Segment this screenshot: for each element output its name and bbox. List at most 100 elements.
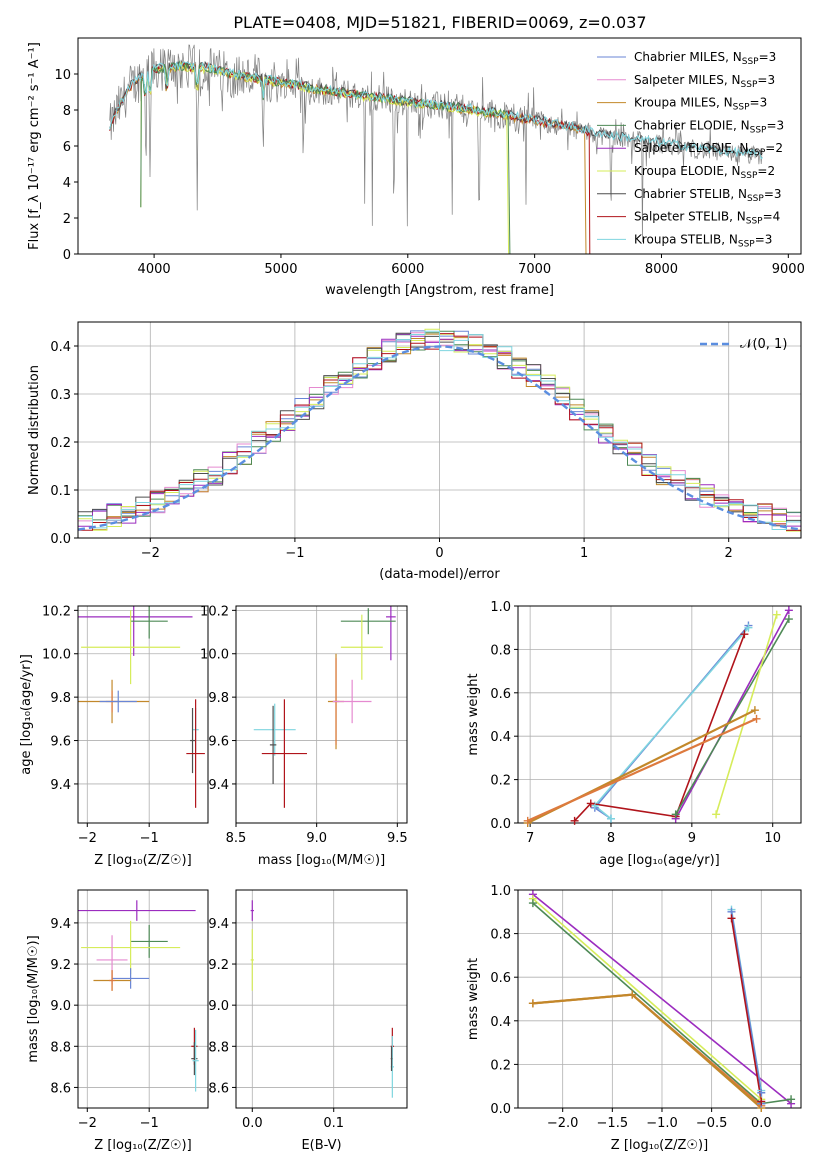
mass-vs-EBV-plot: [250, 900, 394, 1098]
x-tick-label: −1: [140, 1116, 159, 1131]
y-tick-label: 0.3: [50, 388, 71, 403]
x-tick-label: −1: [140, 831, 159, 846]
y-tick-label: 9.0: [208, 999, 229, 1014]
y-axis-label: Normed distribution: [27, 365, 42, 495]
x-tick-label: 5000: [264, 262, 297, 277]
x-tick-label: 8: [607, 831, 615, 846]
legend-subscript: SSP: [747, 194, 764, 204]
y-tick-label: 9.4: [208, 917, 229, 932]
legend-subscript: SSP: [742, 57, 759, 67]
model-kroupa-stelib: [109, 61, 764, 160]
legend-label: Kroupa STELIB, NSSP=3: [634, 232, 772, 249]
age-vs-Z-plot: [78, 606, 205, 808]
legend-label: Salpeter STELIB, NSSP=4: [634, 210, 780, 227]
y-tick-label: 0.4: [490, 1015, 511, 1030]
axes-frame: [235, 889, 408, 1109]
y-tick-label: 9.8: [208, 691, 229, 706]
histogram-kroupa-stelib: [78, 330, 801, 530]
data-point: [757, 1088, 766, 1097]
series-orange: [527, 717, 757, 822]
x-tick-label: 4000: [138, 262, 171, 277]
axes-frame: [517, 889, 802, 1109]
data-point: [570, 816, 579, 825]
axes-frame: [517, 605, 802, 824]
x-tick-label: 0.0: [751, 1116, 772, 1131]
legend-subscript: SSP: [746, 217, 763, 227]
data-point: [727, 914, 736, 923]
data-point: [740, 630, 749, 639]
x-tick-label: 0.0: [242, 1116, 263, 1131]
legend-subscript: SSP: [750, 125, 767, 135]
y-tick-label: 9.4: [50, 778, 71, 793]
y-tick-label: 0.1: [50, 484, 71, 499]
legend-label: Chabrier STELIB, NSSP=3: [634, 187, 782, 204]
axes-frame: [77, 605, 209, 824]
legend-subscript: SSP: [733, 103, 750, 113]
y-tick-label: 9.4: [50, 917, 71, 932]
data-point: [784, 606, 793, 615]
x-tick-label: −2: [141, 546, 160, 561]
x-tick-label: −0.5: [696, 1116, 728, 1131]
weight-vs-age-axes: 7 8 9 10 0.0 0.2 0.4 0.6 0.8 1.0 age [log₁₀(age/yr…: [466, 600, 802, 868]
series-salpeter-stelib: [574, 633, 746, 822]
x-tick-label: 10: [764, 831, 781, 846]
y-tick-label: 8.6: [208, 1081, 229, 1096]
legend-count: =3: [764, 187, 782, 201]
mass-vs-EBV-axes: 0.0 0.1 8.6 8.8 9.0 9.2 9.4 E(B-V): [208, 889, 408, 1153]
age-vs-mass-plot: [253, 606, 396, 808]
x-tick-label: −2: [78, 831, 97, 846]
data-point: [772, 610, 781, 619]
data-point: [744, 623, 753, 632]
data-point: [590, 801, 599, 810]
x-axis-label: mass [log₁₀(M/M☉)]: [258, 853, 385, 868]
legend-label: 𝒩(0, 1): [740, 337, 787, 352]
age-vs-mass-axes: 8.5 9.0 9.5 9.4 9.6 9.8 10.0 10.2 mass [log₁₀(M/…: [200, 604, 408, 868]
model-chabrier-elodie: [140, 60, 511, 254]
data-point: [671, 810, 680, 819]
y-tick-label: 9.8: [50, 691, 71, 706]
y-tick-label: 1.0: [490, 884, 511, 899]
x-axis-label: (data-model)/error: [379, 567, 500, 582]
y-tick-label: 10.2: [200, 604, 229, 619]
data-point: [628, 990, 637, 999]
x-axis-label: Z [log₁₀(Z/Z☉)]: [611, 1138, 708, 1153]
x-axis-label: Z [log₁₀(Z/Z☉)]: [94, 1138, 191, 1153]
legend-count: =3: [757, 73, 775, 87]
weight-vs-age-plot: [527, 609, 790, 823]
y-axis-label: mass weight: [466, 673, 481, 755]
x-tick-label: 7000: [518, 262, 551, 277]
x-tick-label: 1: [580, 546, 588, 561]
y-tick-label: 2: [63, 212, 71, 227]
x-tick-label: 7: [526, 831, 534, 846]
x-tick-label: −2.0: [547, 1116, 579, 1131]
axes-frame: [77, 889, 209, 1109]
legend-count: =2: [765, 141, 783, 155]
age-vs-Z-axes: −2 −1 9.4 9.6 9.8 10.0 10.2 Z [log₁₀(Z/Z☉)] age …: [19, 604, 209, 868]
series-kroupa-stelib: [593, 627, 750, 820]
legend-count: =3: [766, 118, 784, 132]
y-tick-label: 0.4: [50, 340, 71, 355]
y-tick-label: 0.4: [490, 730, 511, 745]
y-tick-label: 0.2: [490, 774, 511, 789]
series-chabrier-elodie: [675, 618, 790, 815]
legend-count: =3: [755, 232, 773, 246]
x-tick-label: 9.5: [387, 831, 408, 846]
y-tick-label: 10.0: [42, 648, 71, 663]
legend: Chabrier MILES, NSSP=3 Salpeter MILES, NS…: [597, 50, 784, 249]
y-tick-label: 8.8: [208, 1040, 229, 1055]
legend-count: =4: [763, 210, 781, 224]
spectrum-plot: [109, 44, 764, 254]
y-tick-label: 0.2: [490, 1058, 511, 1073]
legend-label: Chabrier MILES, NSSP=3: [634, 50, 776, 67]
y-tick-label: 10: [54, 68, 71, 83]
series-orange: [532, 993, 763, 1107]
data-point: [712, 810, 721, 819]
y-tick-label: 0.6: [490, 971, 511, 986]
mass-vs-Z-plot: [78, 900, 199, 1092]
y-tick-label: 1.0: [490, 600, 511, 615]
x-tick-label: −1.0: [646, 1116, 678, 1131]
y-tick-label: 9.4: [208, 778, 229, 793]
data-point: [523, 816, 532, 825]
x-axis-label: E(B-V): [301, 1138, 341, 1153]
legend-count: =3: [750, 96, 768, 110]
